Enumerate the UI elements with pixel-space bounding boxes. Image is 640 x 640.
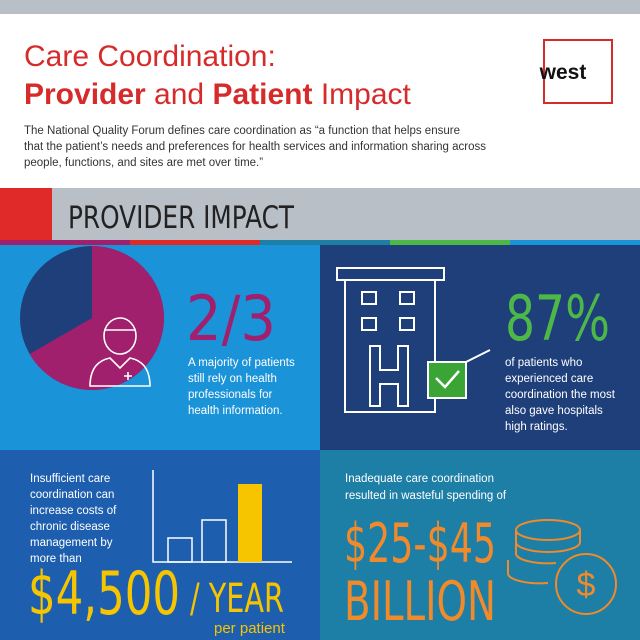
person-icon [89,317,151,387]
pie-slice [29,246,164,390]
bar-icon [152,470,292,563]
panel-text: Insufficient care [30,473,110,485]
header-bg [0,14,640,188]
title-line2: Provider and Patient Impact [24,78,412,111]
panel-text: chronic disease [30,521,110,533]
stat: 87% [505,282,610,355]
intro-line: The National Quality Forum defines care … [24,125,460,137]
panel-text: increase costs of [30,505,117,517]
check-mark [435,370,460,389]
stripe [0,240,640,245]
panel-text: management by [30,537,113,549]
coins-icon: $ [507,519,617,615]
logo: west [539,61,587,84]
title-part: Patient [212,78,312,111]
panel-text: A majority of patients [188,357,295,369]
stat-unit: / YEAR [190,576,284,622]
title-part: Impact [312,78,411,111]
title-part: and [146,78,213,111]
svg-text:$: $ [577,566,596,604]
section-heading: PROVIDER IMPACT [68,200,295,236]
panel-bg [320,450,640,640]
title-line1: Care Coordination: [24,40,276,73]
stat: 2/3 [186,282,276,355]
stat: $4,500 [28,559,180,629]
panel-text: more than [30,553,82,565]
panel-text: coordination the most [505,389,616,401]
title-part: Provider [24,78,146,111]
section-accent [0,188,52,240]
panel-text: Inadequate care coordination [345,473,494,485]
stat-note: per patient [214,620,286,637]
hospital-icon [336,267,491,413]
top-bar [0,0,640,14]
panel-text: resulted in wasteful spending of [345,490,507,502]
panel-text: high ratings. [505,421,568,433]
section-band [0,188,640,240]
panel-text: still rely on health [188,373,277,385]
panel-text: professionals for [188,389,273,401]
panel-text: experienced care [505,373,593,385]
panel-text: coordination can [30,489,114,501]
intro-line: people, functions, and sites are met ove… [24,157,263,169]
logo-box [543,39,613,104]
stat: $25-$45 [344,512,496,575]
panel-text: health information. [188,405,283,417]
panel-text: of patients who [505,357,582,369]
check-box [427,361,467,399]
panel-bg [0,450,320,640]
panel-text: also gave hospitals [505,405,603,417]
intro-line: that the patient’s needs and preferences… [24,141,486,153]
stat-unit: BILLION [344,570,496,633]
